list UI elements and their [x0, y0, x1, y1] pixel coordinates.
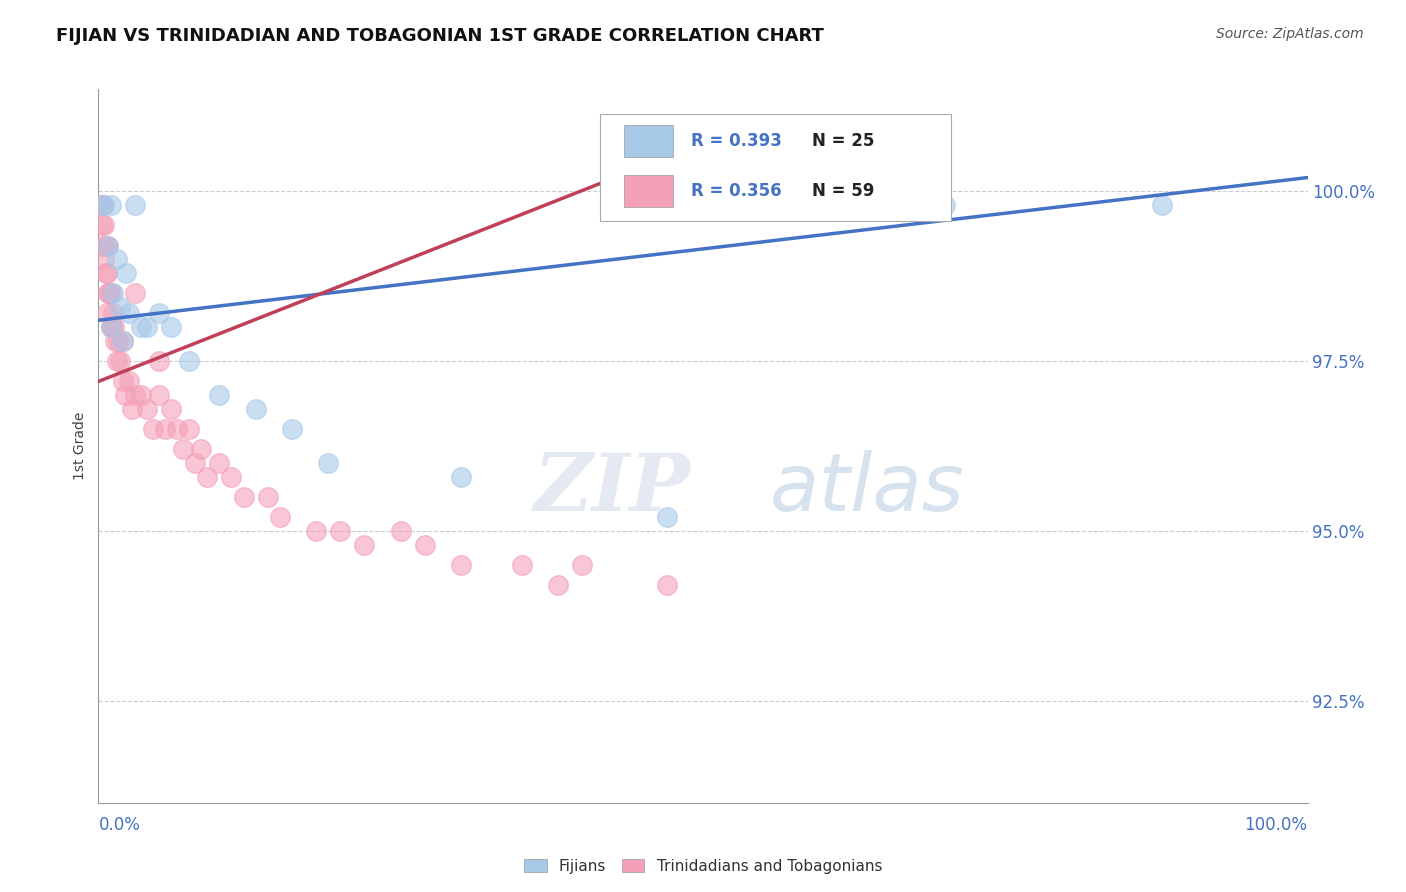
- Point: [316, 456, 339, 470]
- Point: [172, 442, 194, 457]
- Point: [305, 524, 328, 538]
- Point: [124, 198, 146, 212]
- FancyBboxPatch shape: [624, 125, 673, 157]
- Point: [510, 558, 533, 572]
- Point: [104, 334, 127, 348]
- Text: 0.0%: 0.0%: [98, 816, 141, 834]
- Point: [547, 578, 569, 592]
- Point: [135, 320, 157, 334]
- Point: [124, 388, 146, 402]
- Point: [413, 537, 436, 551]
- Point: [96, 306, 118, 320]
- Point: [245, 401, 267, 416]
- Point: [111, 334, 134, 348]
- Point: [148, 388, 170, 402]
- Point: [184, 456, 207, 470]
- Legend: Fijians, Trinidadians and Tobagonians: Fijians, Trinidadians and Tobagonians: [517, 853, 889, 880]
- Point: [111, 334, 134, 348]
- Point: [571, 558, 593, 572]
- Point: [89, 198, 111, 212]
- Point: [655, 510, 678, 524]
- Point: [115, 266, 138, 280]
- Point: [100, 320, 122, 334]
- Point: [93, 198, 115, 212]
- Point: [97, 286, 120, 301]
- Point: [103, 320, 125, 334]
- Point: [91, 198, 114, 212]
- Point: [179, 422, 201, 436]
- Point: [105, 354, 128, 368]
- Point: [111, 375, 134, 389]
- Point: [108, 300, 131, 314]
- Point: [329, 524, 352, 538]
- Point: [256, 490, 278, 504]
- FancyBboxPatch shape: [624, 175, 673, 207]
- Point: [100, 198, 122, 212]
- Point: [221, 469, 243, 483]
- Point: [655, 578, 678, 592]
- Point: [100, 320, 122, 334]
- Point: [97, 238, 120, 252]
- Point: [91, 198, 114, 212]
- Point: [148, 306, 170, 320]
- Point: [90, 198, 112, 212]
- Point: [100, 286, 122, 301]
- Point: [108, 354, 131, 368]
- Point: [190, 442, 212, 457]
- Point: [208, 388, 231, 402]
- Point: [94, 266, 117, 280]
- Point: [389, 524, 412, 538]
- Text: R = 0.393: R = 0.393: [690, 132, 782, 150]
- Point: [100, 320, 122, 334]
- Point: [91, 198, 114, 212]
- Point: [114, 388, 136, 402]
- Point: [1152, 198, 1174, 212]
- Point: [118, 306, 141, 320]
- Point: [105, 252, 128, 266]
- Point: [148, 354, 170, 368]
- Text: N = 59: N = 59: [811, 182, 875, 200]
- Point: [97, 238, 120, 252]
- Text: R = 0.356: R = 0.356: [690, 182, 782, 200]
- Point: [195, 469, 218, 483]
- Point: [101, 286, 124, 301]
- Point: [166, 422, 188, 436]
- Point: [118, 375, 141, 389]
- Point: [934, 198, 956, 212]
- Point: [160, 320, 183, 334]
- Text: atlas: atlas: [769, 450, 965, 528]
- Point: [450, 469, 472, 483]
- Point: [91, 238, 114, 252]
- Point: [353, 537, 375, 551]
- Point: [153, 422, 176, 436]
- Point: [450, 558, 472, 572]
- Point: [96, 266, 118, 280]
- Point: [208, 456, 231, 470]
- Point: [101, 306, 124, 320]
- Text: FIJIAN VS TRINIDADIAN AND TOBAGONIAN 1ST GRADE CORRELATION CHART: FIJIAN VS TRINIDADIAN AND TOBAGONIAN 1ST…: [56, 27, 824, 45]
- Text: N = 25: N = 25: [811, 132, 875, 150]
- Point: [124, 286, 146, 301]
- Text: 100.0%: 100.0%: [1244, 816, 1308, 834]
- Point: [142, 422, 165, 436]
- Point: [129, 388, 152, 402]
- Text: ZIP: ZIP: [534, 450, 690, 527]
- Point: [91, 218, 114, 232]
- Point: [160, 401, 183, 416]
- Y-axis label: 1st Grade: 1st Grade: [73, 412, 87, 480]
- Point: [281, 422, 304, 436]
- Point: [269, 510, 291, 524]
- FancyBboxPatch shape: [600, 114, 950, 221]
- Point: [107, 334, 129, 348]
- Point: [129, 320, 152, 334]
- Point: [93, 252, 115, 266]
- Point: [135, 401, 157, 416]
- Text: Source: ZipAtlas.com: Source: ZipAtlas.com: [1216, 27, 1364, 41]
- Point: [179, 354, 201, 368]
- Point: [94, 238, 117, 252]
- Point: [121, 401, 143, 416]
- Point: [98, 286, 121, 301]
- Point: [93, 218, 115, 232]
- Point: [232, 490, 254, 504]
